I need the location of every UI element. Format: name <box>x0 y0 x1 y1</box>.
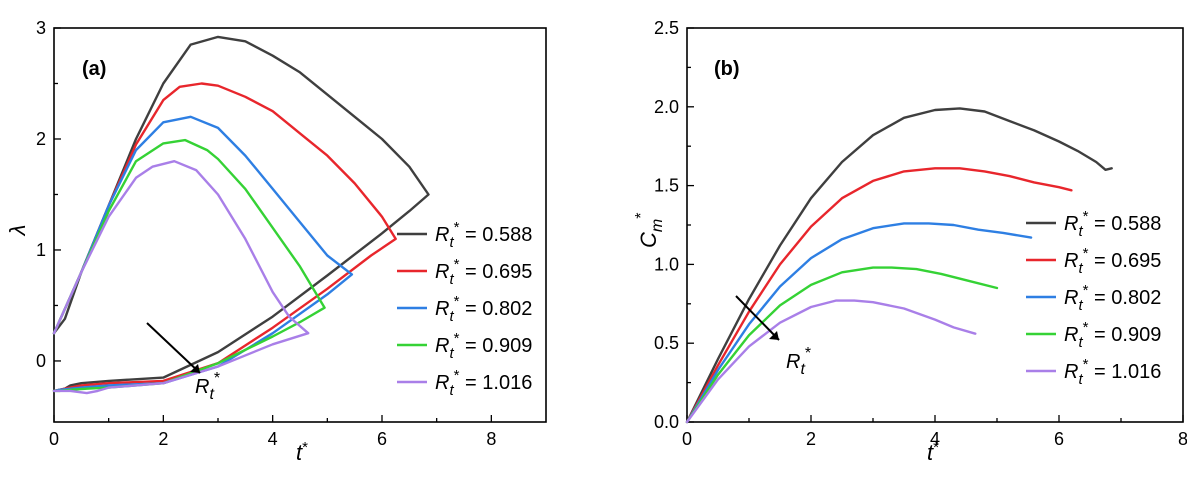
x-tick-label-0-3: 6 <box>377 429 387 449</box>
legend-label-0-1: Rt* = 0.695 <box>435 256 532 288</box>
plot-frame-a <box>53 27 547 423</box>
y-axis-label-a: λ <box>5 225 30 237</box>
y-tick-label-0-1: 1 <box>36 240 46 260</box>
series-line-1-1 <box>685 167 1073 424</box>
legend-a: Rt* = 0.588 Rt* = 0.695 Rt* = 0.802 Rt* = 0… <box>397 219 532 399</box>
series-b <box>685 107 1113 424</box>
x-axis-label-a: t* <box>296 439 308 465</box>
x-tick-label-1-1: 2 <box>806 429 816 449</box>
x-tick-label-1-4: 8 <box>1178 429 1187 449</box>
x-tick-label-0-4: 8 <box>486 429 496 449</box>
series-line-1-4 <box>685 299 977 424</box>
panel-b: 0 2 4 6 8 0.0 0.5 1.0 1.5 2.0 2.5 (b) t* Cm* Rt* R… <box>633 18 1187 465</box>
y-tick-label-1-2: 1.0 <box>654 254 679 274</box>
rt-annotation-a: Rt* <box>146 322 220 403</box>
legend-b: Rt* = 0.588 Rt* = 0.695 Rt* = 0.802 Rt* = 0… <box>1026 208 1161 388</box>
arrow-head-b <box>769 331 779 340</box>
series-line-1-0 <box>685 107 1113 424</box>
panel-label-a: (a) <box>82 58 106 80</box>
rt-annotation-b: Rt* <box>735 295 811 378</box>
y-axis-label-b: Cm* <box>633 213 666 248</box>
x-tick-label-1-3: 6 <box>1054 429 1064 449</box>
x-tick-label-1-0: 0 <box>682 429 692 449</box>
y-tick-label-1-1: 0.5 <box>654 333 679 353</box>
series-line-1-2 <box>685 222 1033 424</box>
legend-label-0-2: Rt* = 0.802 <box>435 293 532 325</box>
arrow-shaft-b <box>735 295 780 341</box>
panel-label-b: (b) <box>714 58 740 80</box>
y-tick-label-0-2: 2 <box>36 129 46 149</box>
ticks-b: 0 2 4 6 8 0.0 0.5 1.0 1.5 2.0 2.5 <box>654 18 1187 449</box>
legend-label-1-1: Rt* = 0.695 <box>1064 245 1161 277</box>
series-line-0-3 <box>52 138 326 393</box>
legend-label-0-4: Rt* = 1.016 <box>435 367 532 399</box>
arrow-shaft-a <box>146 322 201 374</box>
x-axis-label-b: t* <box>927 439 939 465</box>
arrow-head-a <box>190 364 200 373</box>
ticks-a: 0 2 4 6 8 0 1 2 3 <box>36 18 496 449</box>
x-tick-label-1-2: 4 <box>930 429 940 449</box>
x-axis-label-b-star: * <box>933 439 939 456</box>
y-tick-label-1-3: 1.5 <box>654 176 679 196</box>
legend-label-0-0: Rt* = 0.588 <box>435 219 532 251</box>
y-tick-label-1-5: 2.5 <box>654 18 679 38</box>
y-tick-label-0-3: 3 <box>36 18 46 38</box>
series-a <box>52 35 430 395</box>
y-tick-label-1-4: 2.0 <box>654 97 679 117</box>
series-line-0-4 <box>52 159 310 395</box>
legend-label-1-0: Rt* = 0.588 <box>1064 208 1161 240</box>
legend-label-1-4: Rt* = 1.016 <box>1064 356 1161 388</box>
x-tick-label-0-0: 0 <box>49 429 59 449</box>
series-line-0-0 <box>52 35 430 393</box>
y-tick-label-0-0: 0 <box>36 351 46 371</box>
annotation-text-a: Rt* <box>195 370 220 403</box>
legend-label-0-3: Rt* = 0.909 <box>435 330 532 362</box>
y-tick-label-1-0: 0.0 <box>654 412 679 432</box>
annotation-text-b: Rt* <box>786 345 811 378</box>
legend-label-1-2: Rt* = 0.802 <box>1064 282 1161 314</box>
x-tick-label-0-2: 4 <box>268 429 278 449</box>
x-tick-label-0-1: 2 <box>158 429 168 449</box>
legend-label-1-3: Rt* = 0.909 <box>1064 319 1161 351</box>
series-line-1-3 <box>685 266 999 424</box>
series-line-0-1 <box>52 82 397 393</box>
series-line-0-2 <box>52 115 354 393</box>
x-axis-label-a-star: * <box>302 439 308 456</box>
